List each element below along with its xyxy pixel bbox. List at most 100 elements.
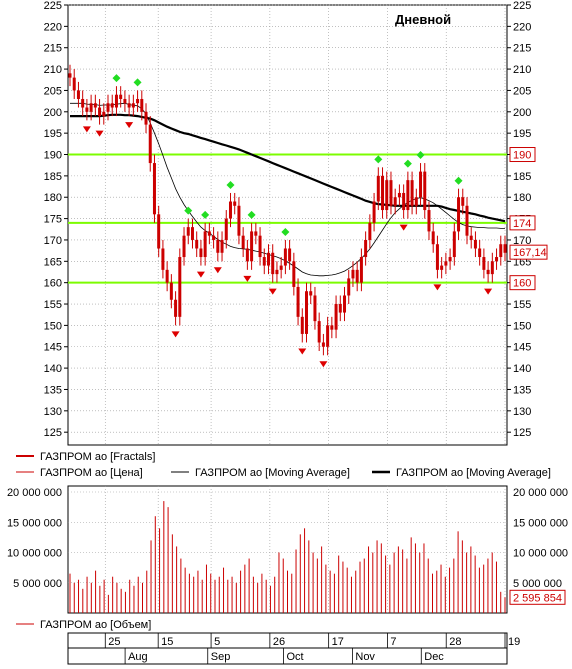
y-tick-label: 20 000 000 — [513, 487, 568, 499]
candle-body — [364, 239, 368, 258]
candle-body — [283, 248, 287, 266]
candle-body — [292, 261, 296, 287]
y-tick-label: 215 — [44, 43, 62, 55]
y-tick-label: 130 — [44, 406, 62, 418]
y-tick-label: 170 — [513, 235, 531, 247]
candle-body — [224, 218, 228, 240]
x-tick-label: 28 — [449, 636, 461, 648]
candle-body — [207, 231, 211, 236]
last-volume-tag — [509, 589, 566, 605]
candle-body — [486, 269, 490, 275]
candle-body — [347, 278, 351, 296]
candle-body — [178, 257, 182, 317]
candle-body — [300, 316, 304, 334]
candle-body — [359, 257, 363, 283]
y-tick-label: 205 — [513, 85, 531, 97]
candle-body — [393, 197, 397, 206]
x-tick-label: 17 — [332, 636, 344, 648]
last-volume-label: 2 595 854 — [513, 592, 562, 604]
candle-body — [76, 90, 80, 99]
y-tick-label: 125 — [513, 427, 531, 439]
last-price-label: 167,14 — [513, 247, 547, 259]
y-tick-label: 125 — [44, 427, 62, 439]
candle-body — [440, 265, 444, 270]
y-tick-label: 20 000 000 — [7, 487, 62, 499]
candle-body — [110, 103, 114, 108]
candle-body — [317, 321, 321, 343]
fractal-down-marker — [171, 331, 180, 338]
candle-body — [186, 227, 190, 236]
candle-body — [406, 180, 410, 211]
candle-body — [305, 291, 309, 334]
candle-body — [397, 192, 401, 198]
fractal-down-marker — [399, 224, 408, 231]
fractal-up-marker — [416, 151, 425, 160]
legend-ma-fast: ГАЗПРОМ ао [Moving Average] — [195, 467, 350, 479]
candle-body — [402, 192, 406, 211]
month-label: Dec — [424, 651, 444, 663]
y-tick-label: 5 000 000 — [513, 578, 562, 590]
candle-body — [288, 248, 292, 262]
fractal-up-marker — [403, 159, 412, 168]
candle-body — [271, 252, 275, 275]
price-legend: ГАЗПРОМ ао [Fractals] ГАЗПРОМ ао [Цена] … — [16, 451, 551, 479]
fractal-down-marker — [82, 126, 91, 133]
fractal-down-marker — [298, 348, 307, 355]
candle-body — [262, 257, 266, 266]
legend-ma-slow: ГАЗПРОМ ао [Moving Average] — [396, 467, 551, 479]
candle-body — [152, 163, 156, 215]
y-tick-label: 155 — [513, 299, 531, 311]
y-tick-label: 210 — [513, 64, 531, 76]
fractal-up-marker — [184, 206, 193, 215]
time-axis: 25 15 5 26 17 7 28 19 Aug Sep Oct Nov Dec — [67, 632, 520, 665]
candle-body — [169, 282, 173, 300]
candle-body — [165, 269, 169, 283]
y-tick-label: 165 — [44, 256, 62, 268]
y-tick-label: 225 — [513, 0, 531, 12]
y-tick-label: 150 — [44, 320, 62, 332]
volume-legend: ГАЗПРОМ ао [Объем] — [16, 619, 151, 631]
y-tick-label: 180 — [44, 192, 62, 204]
fractal-down-marker — [125, 122, 134, 129]
y-tick-label: 140 — [513, 363, 531, 375]
fractal-down-marker — [243, 275, 252, 282]
candle-body — [275, 269, 279, 275]
price-plot-area — [67, 4, 508, 446]
candle-body — [431, 231, 435, 245]
y-tick-label: 225 — [44, 0, 62, 12]
legend-price: ГАЗПРОМ ао [Цена] — [40, 467, 143, 479]
candle-body — [423, 171, 427, 211]
y-tick-label: 145 — [513, 342, 531, 354]
volume-axis-right: 5 000 000 10 000 000 15 000 000 20 000 000 2… — [509, 487, 568, 605]
candle-body — [72, 77, 76, 91]
candle-body — [68, 73, 72, 78]
y-tick-label: 15 000 000 — [7, 517, 62, 529]
candle-body — [98, 107, 102, 117]
y-tick-label: 130 — [513, 406, 531, 418]
candle-body — [161, 248, 165, 270]
y-tick-label: 215 — [513, 43, 531, 55]
fractal-down-marker — [213, 267, 222, 274]
candle-body — [419, 171, 423, 198]
candle-body — [144, 111, 148, 125]
candle-body — [93, 103, 97, 108]
candle-body — [245, 248, 249, 262]
candle-body — [228, 201, 232, 219]
level-tag — [509, 275, 536, 291]
y-tick-label: 135 — [44, 384, 62, 396]
y-tick-label: 145 — [44, 342, 62, 354]
fractal-down-marker — [95, 130, 104, 137]
candle-body — [195, 239, 199, 249]
candle-body — [89, 103, 93, 112]
candle-body — [338, 304, 342, 313]
candle-body — [182, 235, 186, 258]
fractal-up-marker — [247, 210, 256, 219]
candle-body — [469, 235, 473, 240]
y-tick-label: 140 — [44, 363, 62, 375]
volume-axis-left: 5 000 000 10 000 000 15 000 000 20 000 000 — [7, 487, 62, 590]
candle-body — [410, 180, 414, 206]
candle-body — [114, 94, 118, 108]
y-tick-label: 205 — [44, 85, 62, 97]
y-tick-label: 155 — [44, 299, 62, 311]
candle-body — [148, 124, 152, 164]
